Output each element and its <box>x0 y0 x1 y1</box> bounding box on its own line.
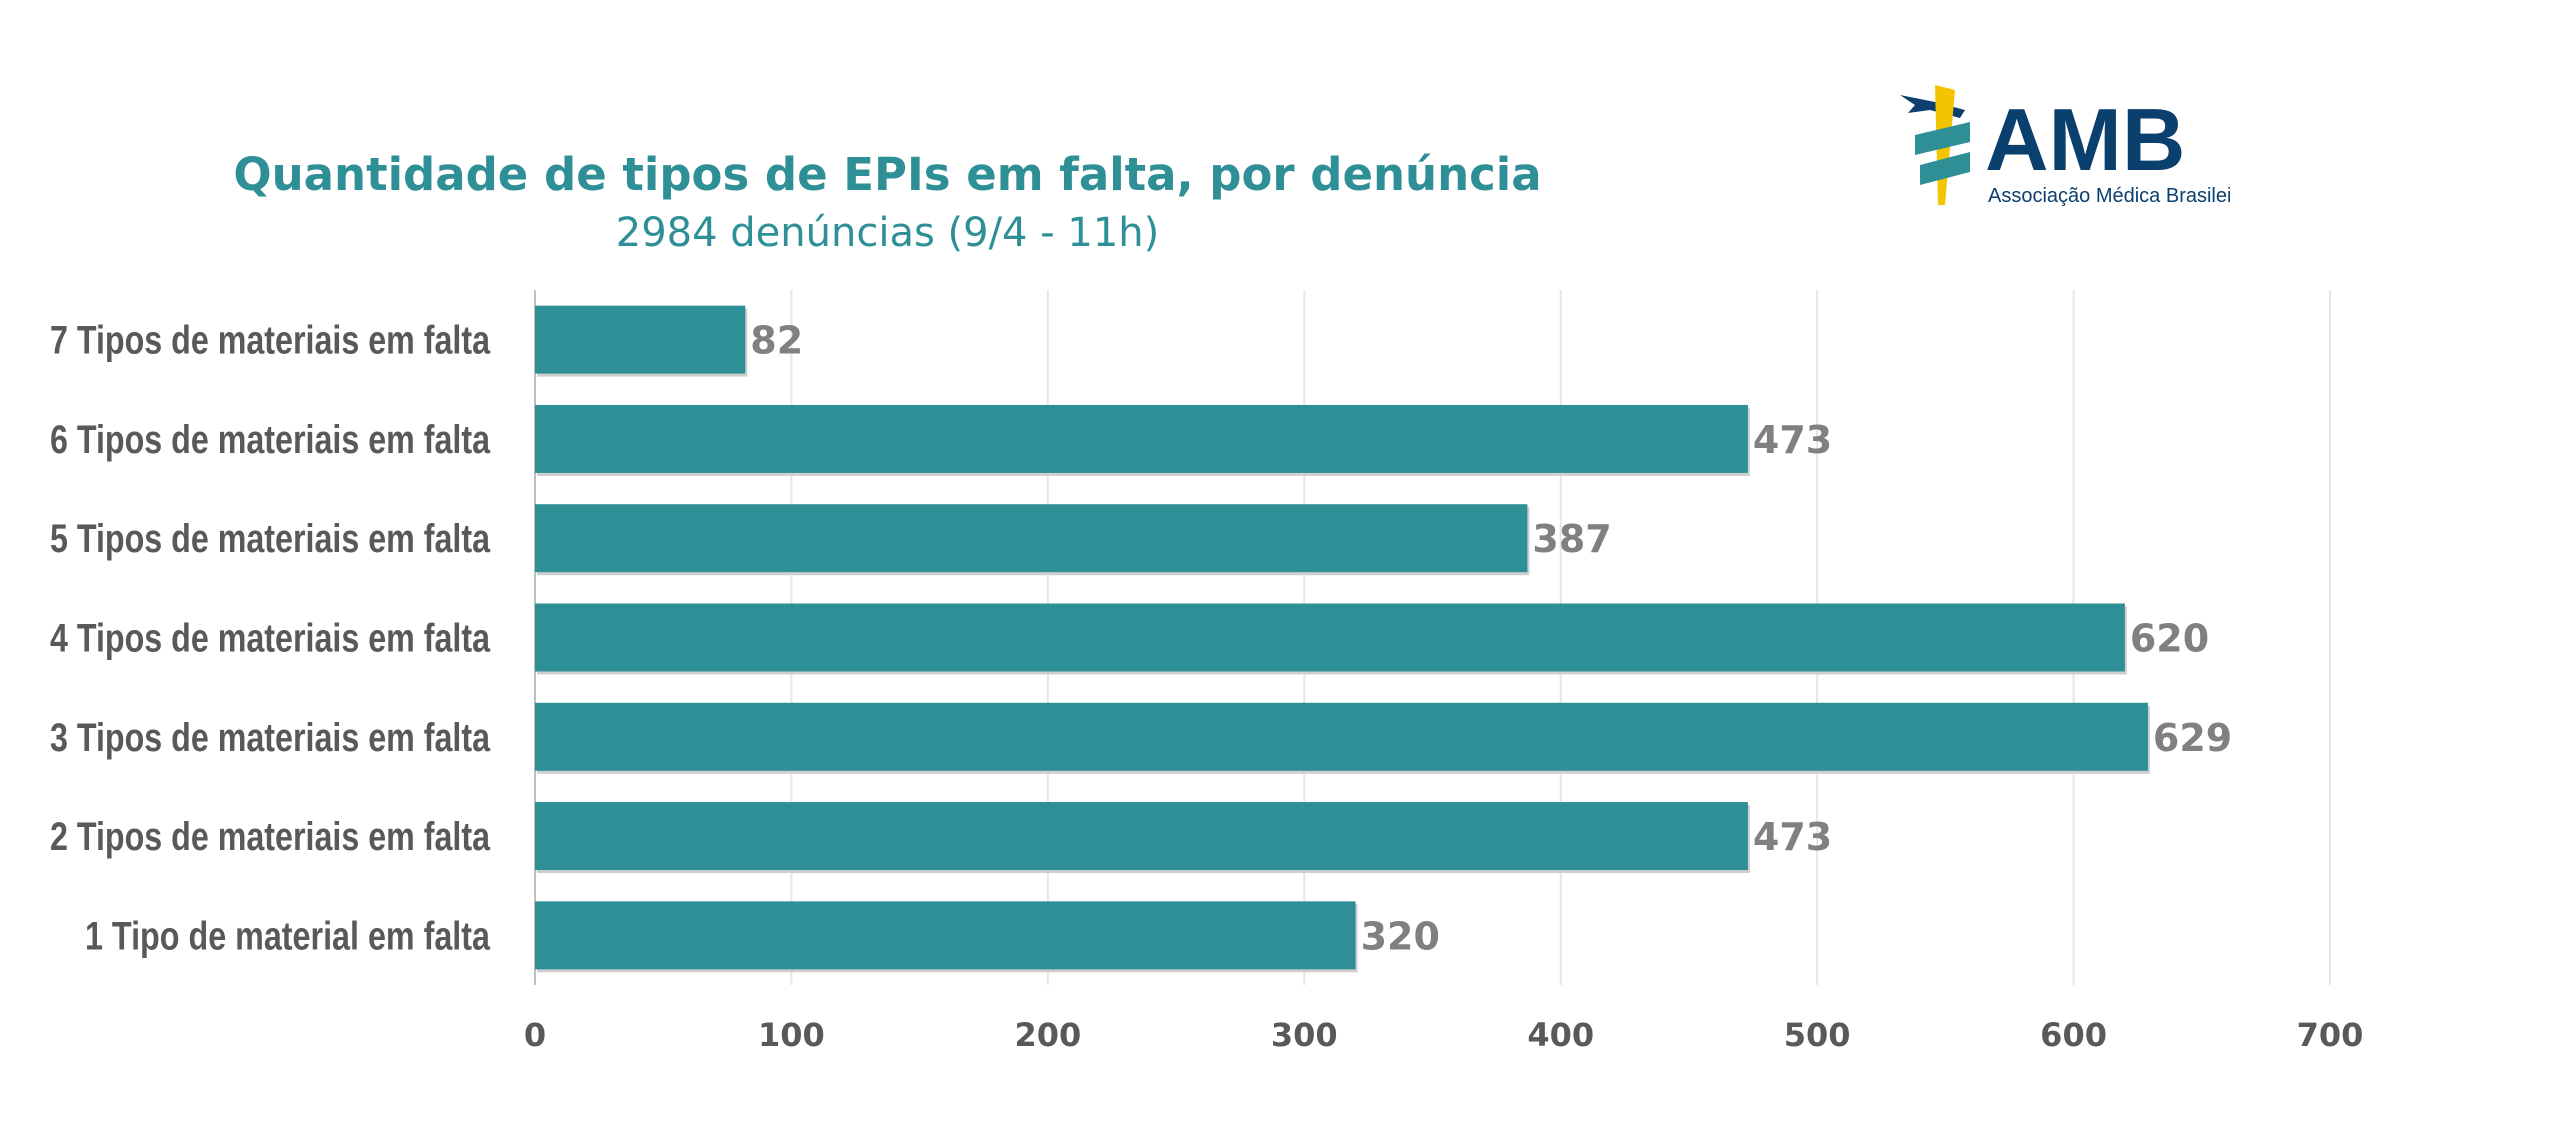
data-label: 473 <box>1753 815 1832 859</box>
bar <box>535 305 746 374</box>
chart-subtitle: 2984 denúncias (9/4 - 11h) <box>615 210 1160 256</box>
data-label: 620 <box>2130 617 2209 661</box>
bar <box>535 603 2125 672</box>
x-tick-label: 600 <box>2040 1016 2107 1054</box>
amb-logo: AMB Associação Médica Brasileira <box>1900 85 2230 207</box>
data-label: 387 <box>1532 517 1611 561</box>
bar <box>535 702 2148 771</box>
bar <box>535 404 1748 473</box>
data-label: 82 <box>750 319 803 363</box>
chart-title: Quantidade de tipos de EPIs em falta, po… <box>233 148 1542 201</box>
category-label: 5 Tipos de materiais em falta <box>50 517 491 561</box>
bar <box>535 901 1356 970</box>
logo-text: AMB <box>1985 90 2185 189</box>
category-label: 6 Tipos de materiais em falta <box>50 418 491 462</box>
bar <box>535 802 1748 871</box>
x-tick-label: 200 <box>1014 1016 1081 1054</box>
bar <box>535 504 1528 573</box>
data-label: 473 <box>1753 418 1832 462</box>
data-label: 320 <box>1361 914 1440 958</box>
x-tick-label: 0 <box>524 1016 546 1054</box>
category-label: 3 Tipos de materiais em falta <box>50 716 491 760</box>
data-label: 629 <box>2153 716 2232 760</box>
category-label: 2 Tipos de materiais em falta <box>50 815 491 859</box>
x-tick-label: 100 <box>758 1016 825 1054</box>
x-tick-label: 300 <box>1271 1016 1338 1054</box>
x-tick-label: 400 <box>1527 1016 1594 1054</box>
category-label: 4 Tipos de materiais em falta <box>50 617 491 661</box>
logo-subtext: Associação Médica Brasileira <box>1988 185 2230 207</box>
x-tick-label: 700 <box>2297 1016 2364 1054</box>
x-tick-label: 500 <box>1784 1016 1851 1054</box>
category-label: 7 Tipos de materiais em falta <box>50 319 491 363</box>
category-label: 1 Tipo de material em falta <box>85 914 491 958</box>
